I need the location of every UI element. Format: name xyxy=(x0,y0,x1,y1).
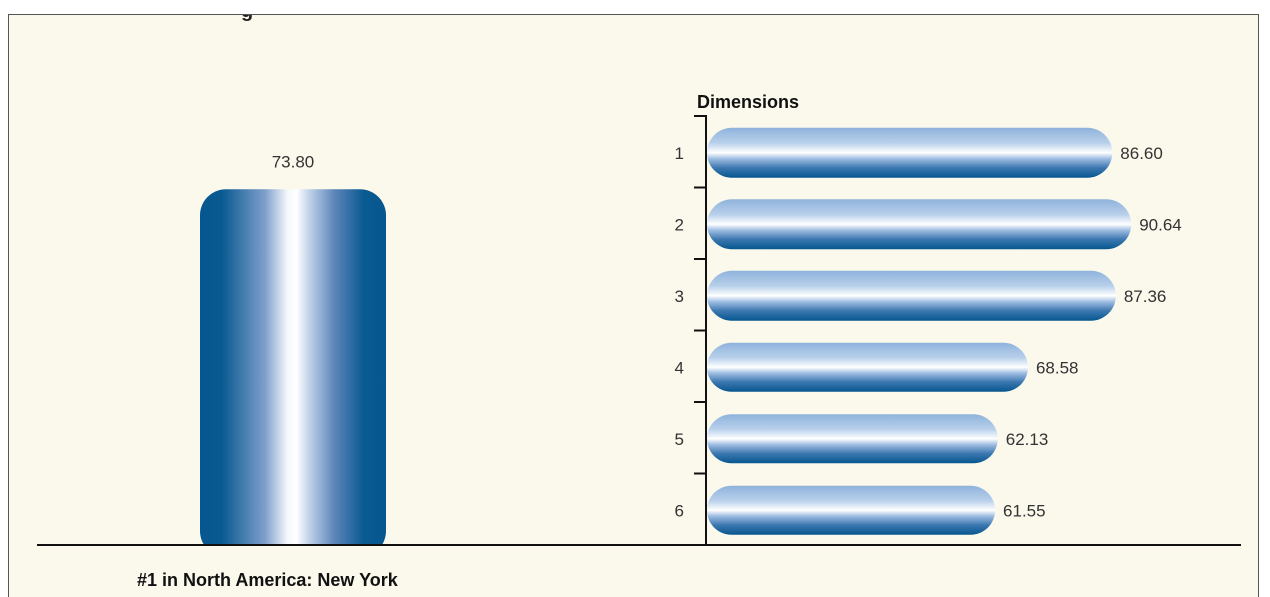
dimension-value-label: 86.60 xyxy=(1120,144,1163,163)
dimension-category-label: 4 xyxy=(675,358,684,377)
dimension-value-label: 90.64 xyxy=(1139,215,1182,234)
dimension-category-label: 1 xyxy=(675,144,684,163)
chart-caption: #1 in North America: New York xyxy=(137,570,399,590)
overall-score-chart: 73.80 xyxy=(200,152,386,545)
chart-svg: 73.80 Dimensions 1 86.60 2 90.64 3 87.36 4 68.58… xyxy=(37,92,1241,590)
dimensions-chart: Dimensions 1 86.60 2 90.64 3 87.36 4 68.58 5 62.13… xyxy=(675,92,1182,545)
overall-score-value-label: 73.80 xyxy=(272,152,315,171)
dimension-category-label: 3 xyxy=(675,287,684,306)
dimension-category-label: 5 xyxy=(675,430,684,449)
overall-score-bar xyxy=(200,189,386,545)
dimension-bar-6 xyxy=(707,485,996,535)
dimension-value-label: 61.55 xyxy=(1003,501,1046,520)
dimension-bar-2 xyxy=(707,199,1132,250)
dimension-bar-3 xyxy=(707,270,1116,321)
chart-panel: 73.80 Dimensions 1 86.60 2 90.64 3 87.36 4 68.58… xyxy=(8,14,1259,597)
dimension-value-label: 87.36 xyxy=(1124,287,1167,306)
cropped-title-fragment: g xyxy=(241,15,281,23)
dimension-category-label: 6 xyxy=(675,501,684,520)
dimension-bar-5 xyxy=(707,414,998,464)
dimension-bar-4 xyxy=(707,342,1028,392)
dimension-value-label: 68.58 xyxy=(1036,358,1079,377)
dimension-value-label: 62.13 xyxy=(1006,430,1049,449)
dimensions-title: Dimensions xyxy=(697,92,799,112)
dimension-bar-1 xyxy=(707,127,1113,178)
dimension-category-label: 2 xyxy=(675,215,684,234)
